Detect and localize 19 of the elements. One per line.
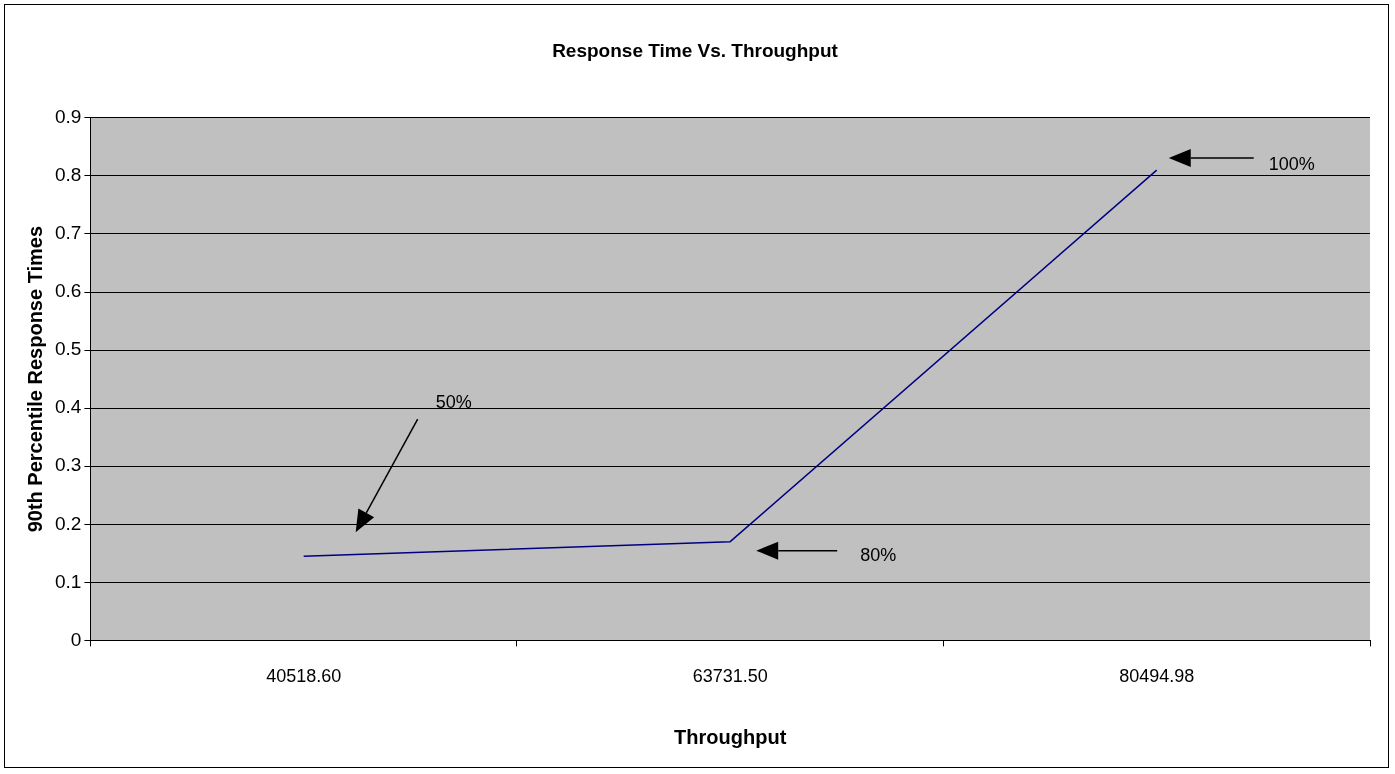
y-tick-label: 0.7 bbox=[54, 222, 82, 244]
x-tick-label: 40518.60 bbox=[266, 666, 342, 687]
y-tick-label: 0.4 bbox=[54, 396, 82, 418]
y-tick-label: 0.5 bbox=[54, 338, 82, 360]
y-axis-title: 90th Percentile Response Times bbox=[23, 225, 46, 533]
chart-title: Response Time Vs. Throughput bbox=[552, 39, 839, 61]
y-tick-label: 0.8 bbox=[54, 164, 82, 186]
y-tick-label: 0.6 bbox=[54, 280, 82, 302]
annotation: 100% bbox=[1268, 154, 1315, 175]
annotation: 80% bbox=[860, 544, 897, 565]
y-tick-label: 0.2 bbox=[54, 512, 82, 534]
y-tick-label: 0.3 bbox=[54, 454, 82, 476]
y-tick-label: 0.9 bbox=[54, 106, 82, 128]
x-axis-title: Throughput bbox=[674, 725, 787, 748]
annotation: 50% bbox=[435, 392, 472, 413]
x-tick-label: 63731.50 bbox=[692, 666, 768, 687]
y-tick-label: 0.1 bbox=[54, 570, 82, 592]
x-tick-label: 80494.98 bbox=[1119, 666, 1195, 687]
y-tick-label: 0 bbox=[70, 628, 82, 650]
